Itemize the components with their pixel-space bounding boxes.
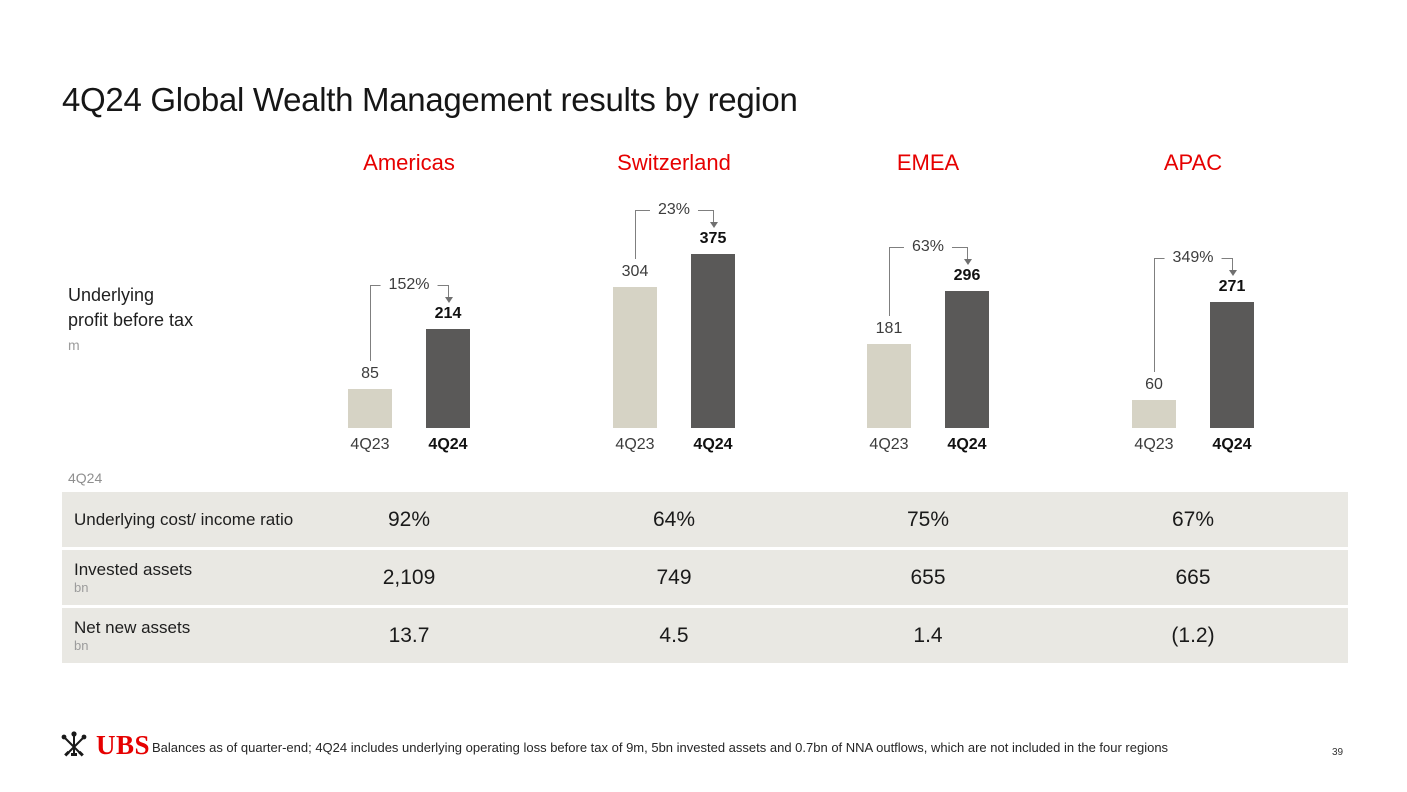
row-label: Invested assets xyxy=(74,560,193,579)
bracket-arrowhead-icon xyxy=(963,259,972,265)
cell-apac: 67% xyxy=(1171,507,1215,531)
bar-4q24 xyxy=(1210,302,1254,428)
bracket-right-stub xyxy=(967,247,968,260)
bracket-left-line xyxy=(635,210,636,259)
cell-apac: 665 xyxy=(1175,565,1211,589)
bar-value-4q24: 271 xyxy=(1218,278,1246,295)
cell-emea: 655 xyxy=(910,565,946,589)
row-label: Underlying cost/ income ratio xyxy=(74,510,294,529)
bar-4q23 xyxy=(867,344,911,428)
footnote: Balances as of quarter-end; 4Q24 include… xyxy=(152,740,1169,755)
bracket-right-stub xyxy=(713,210,714,223)
ubs-logo: UBS xyxy=(58,729,150,761)
axis-label-4q24: 4Q24 xyxy=(947,436,987,453)
cell-americas: 13.7 xyxy=(388,623,430,647)
change-percent-label: 349% xyxy=(1164,249,1222,267)
row-label-block: Net new assets bn xyxy=(62,617,190,654)
ubs-wordmark: UBS xyxy=(96,729,151,760)
page-number: 39 xyxy=(1332,747,1344,758)
bar-value-4q24: 296 xyxy=(953,267,981,284)
bar-4q24 xyxy=(691,254,735,428)
bar-4q24 xyxy=(426,329,470,428)
bracket-arrowhead-icon xyxy=(1228,270,1237,276)
bar-value-4q23: 60 xyxy=(1145,376,1163,393)
bracket-arrowhead-icon xyxy=(709,222,718,228)
change-percent-label: 63% xyxy=(903,238,953,256)
table-row-net-new-assets: Net new assets bn 13.7 4.5 1.4 (1.2) xyxy=(62,608,1348,663)
row-unit: bn xyxy=(74,580,89,595)
table-row-invested-assets: Invested assets bn 2,109 749 655 665 xyxy=(62,550,1348,605)
bar-value-4q24: 214 xyxy=(434,305,462,322)
cell-americas: 2,109 xyxy=(382,565,436,589)
bar-value-4q23: 181 xyxy=(875,320,903,337)
page-title: 4Q24 Global Wealth Management results by… xyxy=(62,81,798,119)
region-header-switzerland: Switzerland xyxy=(617,150,731,175)
table-row-cost-income: Underlying cost/ income ratio 92% 64% 75… xyxy=(62,492,1348,547)
bracket-left-line xyxy=(1154,258,1155,372)
axis-label-4q24: 4Q24 xyxy=(1212,436,1252,453)
chart-section-label: Underlying profit before tax m xyxy=(68,283,193,355)
change-percent-label: 23% xyxy=(649,201,699,219)
axis-label-4q23: 4Q23 xyxy=(869,436,909,453)
bar-4q23 xyxy=(348,389,392,428)
cell-americas: 92% xyxy=(387,507,431,531)
axis-label-4q23: 4Q23 xyxy=(615,436,655,453)
region-header-apac: APAC xyxy=(1163,150,1223,175)
axis-label-4q23: 4Q23 xyxy=(1134,436,1174,453)
chart-section-label-line2: profit before tax xyxy=(68,310,194,330)
row-label: Net new assets xyxy=(74,618,191,637)
bar-value-4q24: 375 xyxy=(699,230,727,247)
cell-emea: 1.4 xyxy=(913,623,943,647)
table-caption: 4Q24 xyxy=(68,470,103,486)
bar-value-4q23: 304 xyxy=(621,263,649,280)
cell-switzerland: 64% xyxy=(652,507,696,531)
row-label-block: Underlying cost/ income ratio xyxy=(62,509,293,530)
cell-apac: (1.2) xyxy=(1171,623,1215,647)
metrics-table: Underlying cost/ income ratio 92% 64% 75… xyxy=(62,492,1348,666)
bracket-right-stub xyxy=(1232,258,1233,271)
bracket-right-stub xyxy=(448,285,449,298)
region-header-emea: EMEA xyxy=(896,150,960,175)
bar-4q23 xyxy=(613,287,657,428)
row-label-block: Invested assets bn xyxy=(62,559,192,596)
axis-label-4q24: 4Q24 xyxy=(428,436,468,453)
cell-emea: 75% xyxy=(906,507,950,531)
row-unit: bn xyxy=(74,638,89,653)
bar-4q24 xyxy=(945,291,989,428)
bracket-arrowhead-icon xyxy=(444,297,453,303)
axis-label-4q24: 4Q24 xyxy=(693,436,733,453)
cell-switzerland: 4.5 xyxy=(659,623,689,647)
bar-4q23 xyxy=(1132,400,1176,428)
bracket-left-line xyxy=(370,285,371,361)
bracket-left-line xyxy=(889,247,890,316)
ubs-keys-icon xyxy=(61,731,87,757)
chart-section-label-line1: Underlying xyxy=(68,285,155,305)
bar-value-4q23: 85 xyxy=(361,365,379,382)
axis-label-4q23: 4Q23 xyxy=(350,436,390,453)
chart-section-unit: m xyxy=(68,337,80,353)
region-header-americas: Americas xyxy=(363,150,455,175)
cell-switzerland: 749 xyxy=(656,565,692,589)
change-percent-label: 152% xyxy=(380,276,438,294)
